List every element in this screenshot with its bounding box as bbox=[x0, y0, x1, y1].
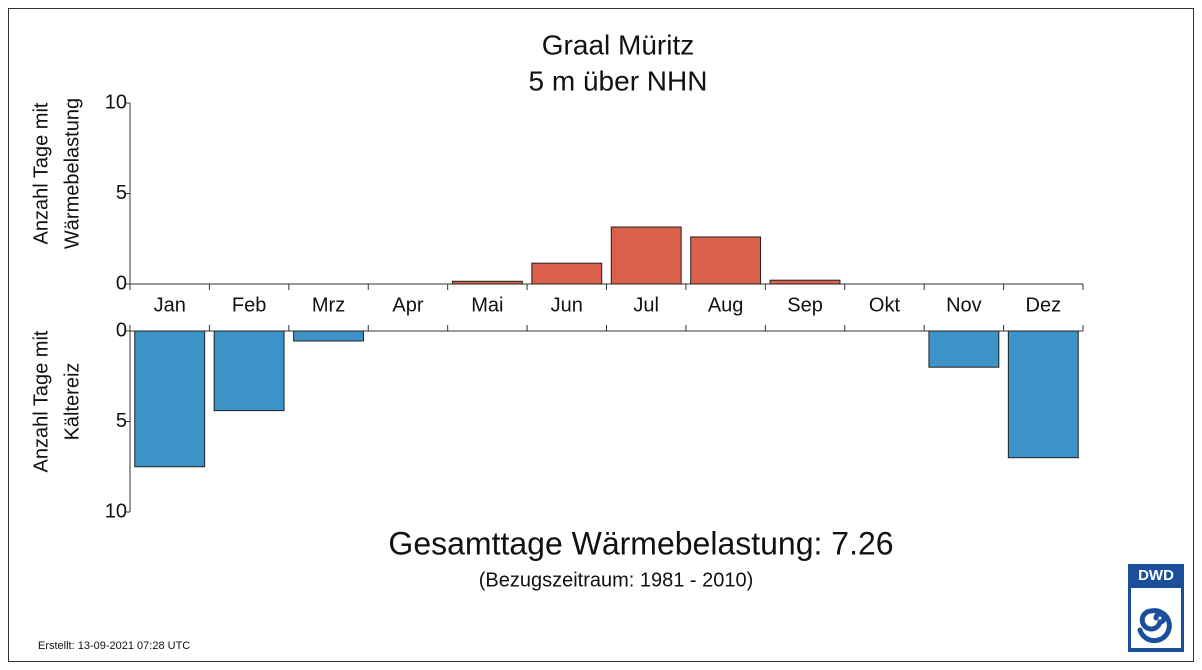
bar bbox=[928, 330, 1000, 368]
bar bbox=[531, 262, 603, 285]
y-tick-label: 0 bbox=[116, 272, 127, 294]
bar bbox=[690, 236, 762, 285]
x-tick-label: Jul bbox=[633, 294, 659, 316]
logo-text: DWD bbox=[1138, 567, 1174, 584]
x-tick-label: Jan bbox=[154, 294, 186, 316]
bar bbox=[1007, 330, 1079, 459]
x-tick-label: Aug bbox=[708, 294, 744, 316]
y-tick-label: 0 bbox=[116, 319, 127, 341]
bar bbox=[769, 279, 841, 285]
bar bbox=[451, 280, 523, 285]
created: Erstellt: 13-09-2021 07:28 UTC bbox=[38, 640, 190, 652]
y-axis-label: Anzahl Tage mit bbox=[30, 102, 52, 244]
x-tick-label: Okt bbox=[869, 294, 901, 316]
x-tick-label: Jun bbox=[551, 294, 583, 316]
x-tick-label: Apr bbox=[392, 294, 423, 316]
chart-title: Graal Müritz bbox=[542, 29, 694, 60]
y-axis-label: Kältereiz bbox=[61, 363, 83, 441]
x-tick-label: Mrz bbox=[312, 294, 345, 316]
y-tick-label: 10 bbox=[105, 91, 127, 113]
logo-spiral bbox=[1137, 608, 1172, 644]
x-tick-label: Nov bbox=[946, 294, 982, 316]
bar bbox=[213, 330, 285, 412]
y-axis-label: Anzahl Tage mit bbox=[30, 330, 52, 472]
y-tick-label: 10 bbox=[105, 500, 127, 522]
logo: DWD bbox=[1128, 564, 1184, 652]
summary: Gesamttage Wärmebelastung: 7.26 bbox=[388, 525, 893, 561]
x-tick-label: Mai bbox=[471, 294, 503, 316]
y-axis-label: Wärmebelastung bbox=[61, 98, 83, 249]
x-tick-label: Feb bbox=[232, 294, 266, 316]
x-tick-label: Sep bbox=[787, 294, 823, 316]
bar bbox=[293, 330, 364, 342]
x-tick-label: Dez bbox=[1026, 294, 1062, 316]
note: (Bezugszeitraum: 1981 - 2010) bbox=[479, 569, 754, 591]
bar bbox=[610, 226, 682, 285]
bar bbox=[134, 330, 206, 468]
y-tick-label: 5 bbox=[116, 182, 127, 204]
chart-subtitle: 5 m über NHN bbox=[529, 65, 708, 96]
y-tick-label: 5 bbox=[116, 410, 127, 432]
